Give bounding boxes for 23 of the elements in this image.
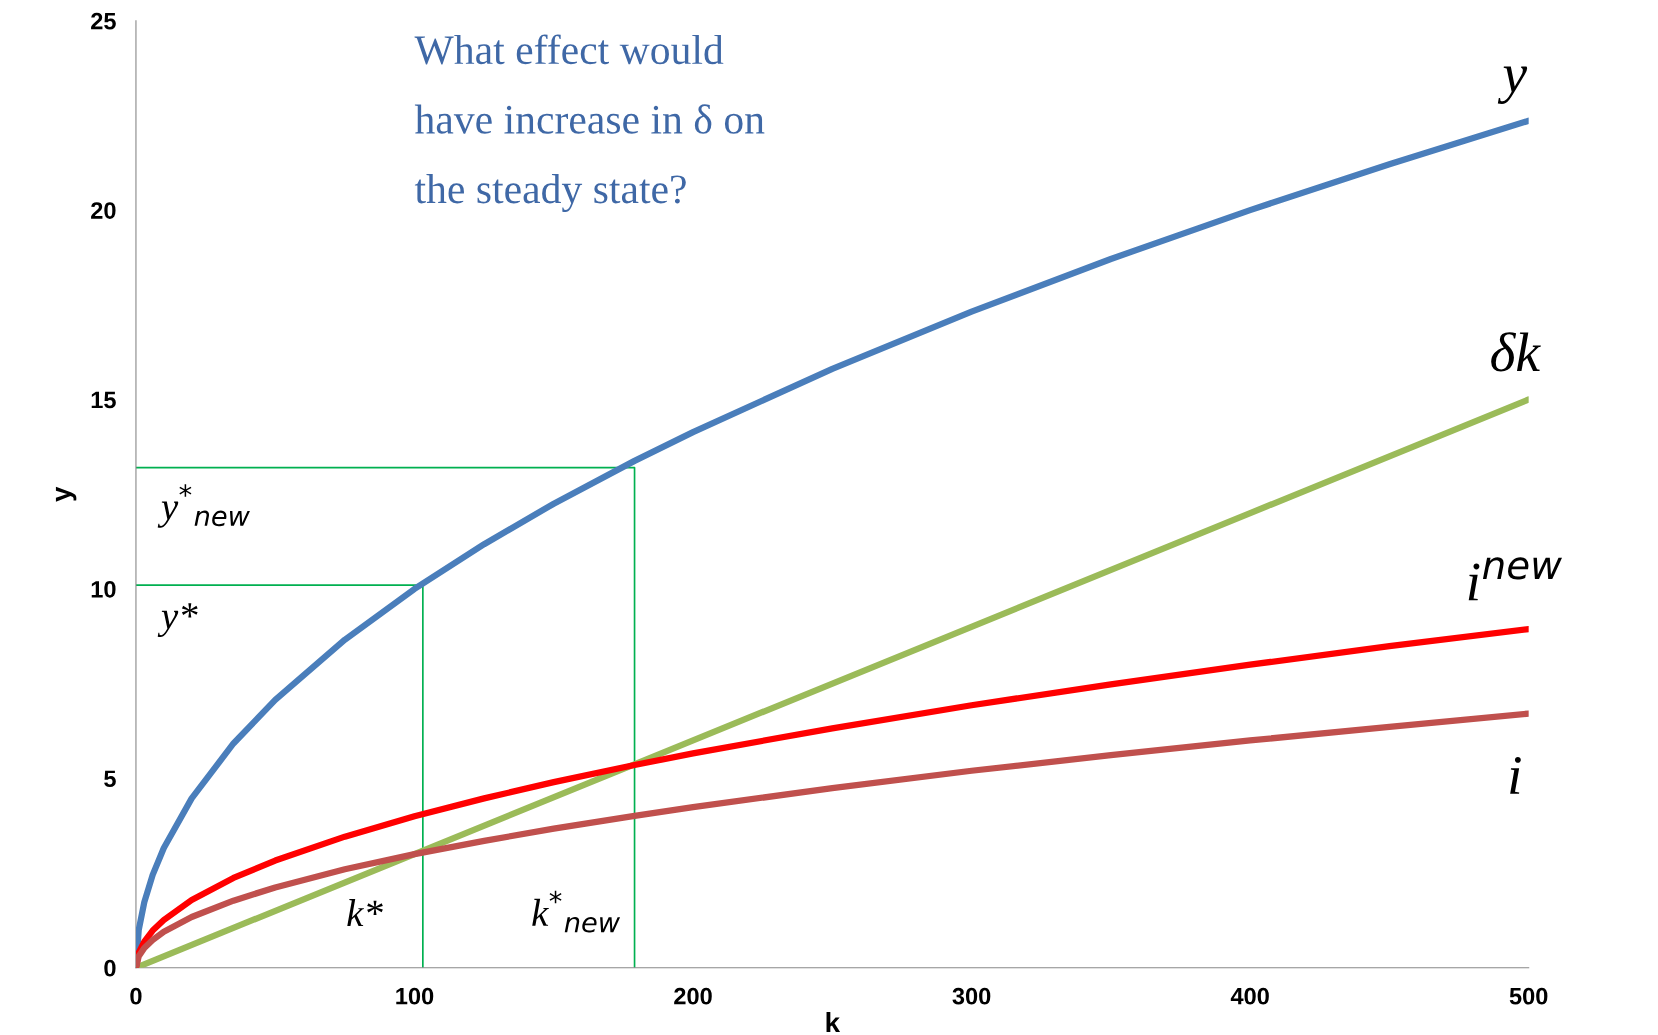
annotation: y* [157,603,198,638]
annotation: k$^{*}$$_{new}$ [532,890,621,933]
series-label: i$^{new}$ [1468,557,1563,601]
y-tick-label: 0 [104,959,116,977]
x-tick-label: 300 [952,987,991,1005]
annotation: What effect would have increase in δ on the steady state? [414,34,765,212]
y-tick-label: 25 [91,12,116,30]
series-label: δk [1491,332,1541,372]
y-tick-label: 20 [91,202,116,219]
x-tick-label: 100 [396,987,434,1005]
annotation: y$^{*}$$_{new}$ [157,484,250,528]
y-tick-label: 5 [104,770,116,788]
y-axis-title: y [55,486,77,502]
y-tick-label: 15 [91,391,116,409]
x-tick-label: 0 [130,987,142,1005]
x-axis-title: k [826,1011,841,1033]
series-label: i [1510,756,1521,794]
x-tick-label: 400 [1230,987,1269,1005]
series-label: y [1497,66,1528,105]
y-tick-label: 10 [91,580,116,598]
x-tick-label: 200 [674,987,712,1005]
x-tick-label: 500 [1509,987,1548,1005]
annotation: k* [347,899,383,927]
